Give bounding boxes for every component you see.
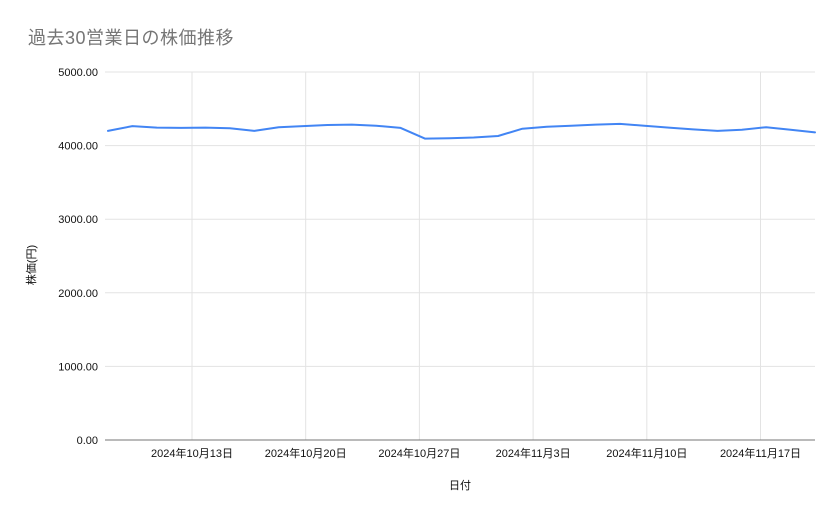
x-tick-label: 2024年10月27日 [378, 446, 460, 460]
x-axis-title: 日付 [449, 480, 471, 492]
x-tick-label: 2024年10月20日 [265, 446, 347, 460]
y-tick-label: 1000.00 [58, 361, 98, 373]
x-tick-label: 2024年11月17日 [720, 446, 801, 460]
x-tick-label: 2024年10月13日 [151, 446, 233, 460]
y-tick-label: 3000.00 [58, 214, 98, 226]
price-line [107, 122, 816, 140]
y-tick-label: 4000.00 [58, 141, 98, 153]
chart-title: 過去30営業日の株価推移 [28, 28, 235, 48]
y-tick-label: 2000.00 [58, 288, 98, 300]
x-tick-label: 2024年11月10日 [606, 446, 687, 460]
x-tick-label: 2024年11月3日 [496, 446, 571, 460]
y-tick-label: 0.00 [77, 435, 98, 447]
y-tick-label: 5000.00 [58, 67, 98, 79]
